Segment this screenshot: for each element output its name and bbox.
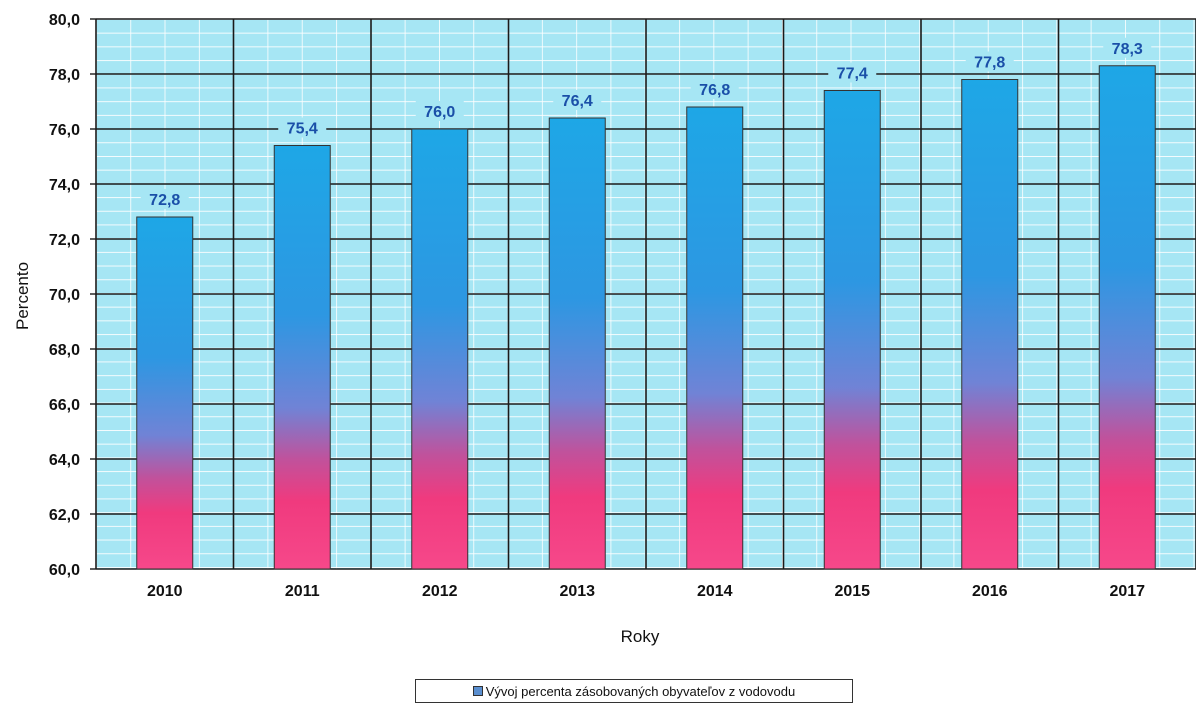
x-tick-label-2016: 2016 [972, 583, 1008, 600]
data-label-2012: 76,0 [424, 104, 455, 121]
data-label-background [1103, 37, 1152, 58]
y-tick-label: 68,0 [49, 342, 80, 359]
x-tick-label-2015: 2015 [834, 583, 870, 600]
data-label-2016: 77,8 [974, 55, 1005, 72]
y-tick-label: 60,0 [49, 562, 80, 579]
x-tick-label-2014: 2014 [697, 583, 733, 600]
data-labels: 72,8 75,4 76,0 76,4 76,8 77,4 77,8 78,3 [140, 37, 1152, 209]
y-tick-label: 62,0 [49, 507, 80, 524]
data-label-2013: 76,4 [562, 93, 593, 110]
y-tick-label: 72,0 [49, 232, 80, 249]
data-label-background [690, 79, 739, 99]
x-axis-title: Roky [621, 627, 660, 646]
bar-2015 [823, 90, 881, 570]
x-tick-label-2012: 2012 [422, 583, 458, 600]
legend-swatch [472, 686, 483, 696]
x-tick-label-2011: 2011 [285, 583, 320, 600]
data-label-background [965, 51, 1014, 72]
data-label-2010: 72,8 [149, 192, 180, 209]
y-tick-label: 74,0 [49, 177, 80, 194]
x-tick-label-2010: 2010 [147, 583, 183, 600]
data-label-background [415, 101, 464, 121]
bar-2013 [548, 117, 606, 570]
legend-label: Vývoj percenta zásobovaných obyvateľov z… [485, 683, 796, 699]
y-axis-ticks: 60,0 62,0 64,0 66,0 68,0 70,0 72,0 74,0 76,0 78,0… [49, 12, 96, 579]
data-label-2011: 75,4 [287, 121, 318, 138]
y-tick-label: 78,0 [49, 67, 80, 84]
legend: Vývoj percenta zásobovaných obyvateľov z… [415, 679, 853, 703]
x-axis-ticks: 2010 2011 2012 2013 2014 2015 2016 2017 [147, 583, 1145, 600]
data-label-background [553, 90, 602, 110]
y-tick-label: 80,0 [49, 12, 80, 29]
x-tick-label-2013: 2013 [559, 583, 595, 600]
bars [136, 65, 1156, 570]
data-label-2017: 78,3 [1112, 41, 1143, 58]
bar-2011 [273, 145, 331, 570]
bar-2012 [411, 128, 469, 570]
y-tick-label: 70,0 [49, 287, 80, 304]
y-tick-label: 64,0 [49, 452, 80, 469]
data-label-background [278, 117, 327, 138]
bar-2010 [136, 216, 194, 570]
bar-2017 [1098, 65, 1156, 570]
x-tick-label-2017: 2017 [1109, 583, 1145, 600]
data-label-background [828, 62, 877, 83]
data-label-2014: 76,8 [699, 82, 730, 99]
data-label-2015: 77,4 [837, 66, 868, 83]
y-axis-title: Percento [13, 262, 32, 330]
bar-2014 [686, 106, 744, 570]
y-tick-label: 76,0 [49, 122, 80, 139]
data-label-background [140, 189, 189, 209]
y-tick-label: 66,0 [49, 397, 80, 414]
bar-2016 [961, 79, 1019, 570]
